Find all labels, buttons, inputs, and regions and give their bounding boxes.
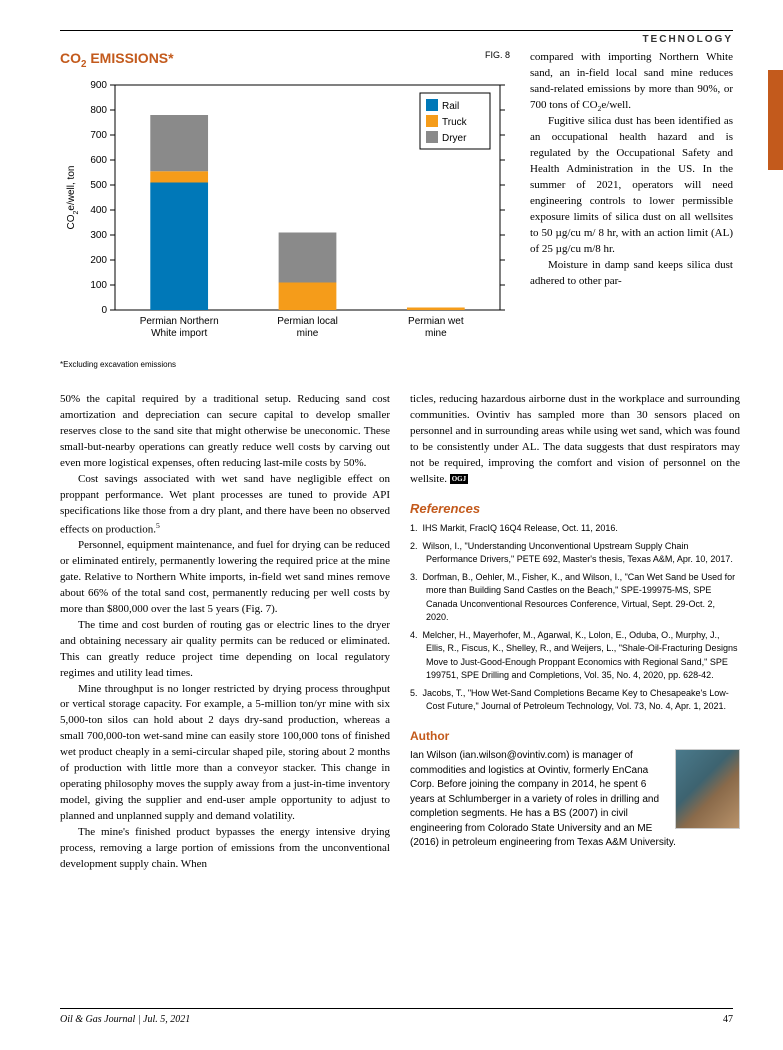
svg-text:Dryer: Dryer [442,133,467,144]
reference-item: 2. Wilson, I., "Understanding Unconventi… [410,540,740,567]
svg-text:500: 500 [90,180,107,191]
svg-text:800: 800 [90,105,107,116]
svg-text:Truck: Truck [442,117,468,128]
chart-fig-label: FIG. 8 [485,50,510,60]
author-box: Ian Wilson (ian.wilson@ovintiv.com) is m… [410,749,740,851]
body-paragraph: 50% the capital required by a traditiona… [60,392,390,472]
svg-text:Rail: Rail [442,101,459,112]
reference-item: 5. Jacobs, T., "How Wet-Sand Completions… [410,687,740,714]
footer-page: 47 [723,1014,733,1025]
body-paragraph: ticles, reducing hazardous airborne dust… [410,392,740,488]
right-column: ticles, reducing hazardous airborne dust… [410,392,740,873]
body-paragraph: compared with importing Northern White s… [530,50,733,114]
body-paragraph: Fugitive silica dust has been identified… [530,114,733,257]
left-column: 50% the capital required by a traditiona… [60,392,390,873]
chart-title: CO2 EMISSIONS* [60,50,510,70]
two-column-body: 50% the capital required by a traditiona… [60,392,733,873]
co2-chart: CO2 EMISSIONS* FIG. 8 0 100 200 300 400 500 60… [60,50,510,350]
svg-text:700: 700 [90,130,107,141]
references-list: 1. IHS Markit, FracIQ 16Q4 Release, Oct.… [410,522,740,714]
svg-text:Permian wetmine: Permian wetmine [408,316,464,339]
author-photo [675,749,740,829]
body-paragraph: The time and cost burden of routing gas … [60,618,390,682]
svg-text:900: 900 [90,80,107,91]
top-right-column: compared with importing Northern White s… [530,50,733,384]
reference-item: 3. Dorfman, B., Oehler, M., Fisher, K., … [410,571,740,625]
page-tab [768,70,783,170]
svg-text:600: 600 [90,155,107,166]
reference-item: 4. Melcher, H., Mayerhofer, M., Agarwal,… [410,629,740,683]
body-paragraph: Cost savings associated with wet sand ha… [60,472,390,538]
reference-item: 1. IHS Markit, FracIQ 16Q4 Release, Oct.… [410,522,740,536]
section-label: TECHNOLOGY [60,34,733,45]
body-paragraph: Mine throughput is no longer restricted … [60,682,390,825]
footer: Oil & Gas Journal | Jul. 5, 2021 47 [60,1008,733,1025]
svg-text:0: 0 [101,305,107,316]
top-row: CO2 EMISSIONS* FIG. 8 0 100 200 300 400 500 60… [60,50,733,384]
svg-text:400: 400 [90,205,107,216]
svg-text:300: 300 [90,230,107,241]
svg-text:Permian localmine: Permian localmine [277,316,338,339]
footer-journal: Oil & Gas Journal | Jul. 5, 2021 [60,1014,190,1025]
author-heading: Author [410,728,740,745]
svg-text:200: 200 [90,255,107,266]
chart-block: CO2 EMISSIONS* FIG. 8 0 100 200 300 400 500 60… [60,50,510,384]
body-paragraph: The mine's finished product bypasses the… [60,825,390,873]
body-paragraph: Personnel, equipment maintenance, and fu… [60,538,390,618]
chart-footnote: *Excluding excavation emissions [60,360,510,369]
svg-text:Permian NorthernWhite import: Permian NorthernWhite import [140,316,219,339]
references-heading: References [410,500,740,519]
body-paragraph: Moisture in damp sand keeps silica dust … [530,258,733,290]
chart-svg: 0 100 200 300 400 500 600 700 800 900 CO2e/well, t… [60,75,510,350]
svg-text:100: 100 [90,280,107,291]
svg-text:CO2e/well, ton: CO2e/well, ton [66,165,80,229]
header-rule [60,30,733,31]
